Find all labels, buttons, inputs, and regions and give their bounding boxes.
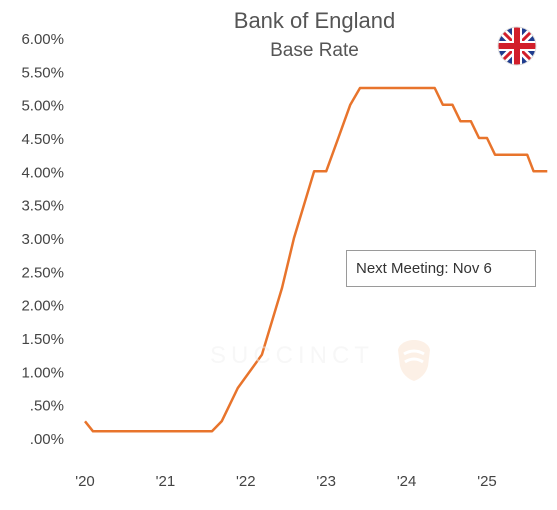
y-tick-label: 2.50% xyxy=(21,264,64,281)
succinct-watermark: SUCCINCT xyxy=(210,338,440,382)
watermark-text: SUCCINCT xyxy=(210,342,374,369)
series-line-base-rate xyxy=(84,86,548,433)
y-tick-label: 4.00% xyxy=(21,164,64,181)
watermark-shield-icon xyxy=(398,340,430,381)
x-tick-label: '22 xyxy=(236,473,256,490)
y-tick-label: .50% xyxy=(30,398,64,415)
x-tick-label: '23 xyxy=(316,473,336,490)
y-tick-label: 3.50% xyxy=(21,198,64,215)
x-tick-label: '24 xyxy=(397,473,417,490)
y-tick-label: 5.00% xyxy=(21,98,64,115)
y-tick-label: .00% xyxy=(30,431,64,448)
union-jack-flag-icon xyxy=(497,26,537,66)
y-tick-label: 1.50% xyxy=(21,331,64,348)
y-tick-label: 5.50% xyxy=(21,64,64,81)
next-meeting-annotation: Next Meeting: Nov 6 xyxy=(346,250,536,287)
x-tick-label: '21 xyxy=(156,473,176,490)
y-tick-label: 1.00% xyxy=(21,364,64,381)
x-tick-label: '25 xyxy=(477,473,497,490)
chart-subtitle: Base Rate xyxy=(270,40,359,61)
y-tick-label: 6.00% xyxy=(21,31,64,48)
x-tick-label: '20 xyxy=(75,473,95,490)
chart-title: Bank of England xyxy=(233,8,396,33)
y-tick-label: 2.00% xyxy=(21,298,64,315)
y-tick-label: 4.50% xyxy=(21,131,64,148)
y-tick-label: 3.00% xyxy=(21,231,64,248)
